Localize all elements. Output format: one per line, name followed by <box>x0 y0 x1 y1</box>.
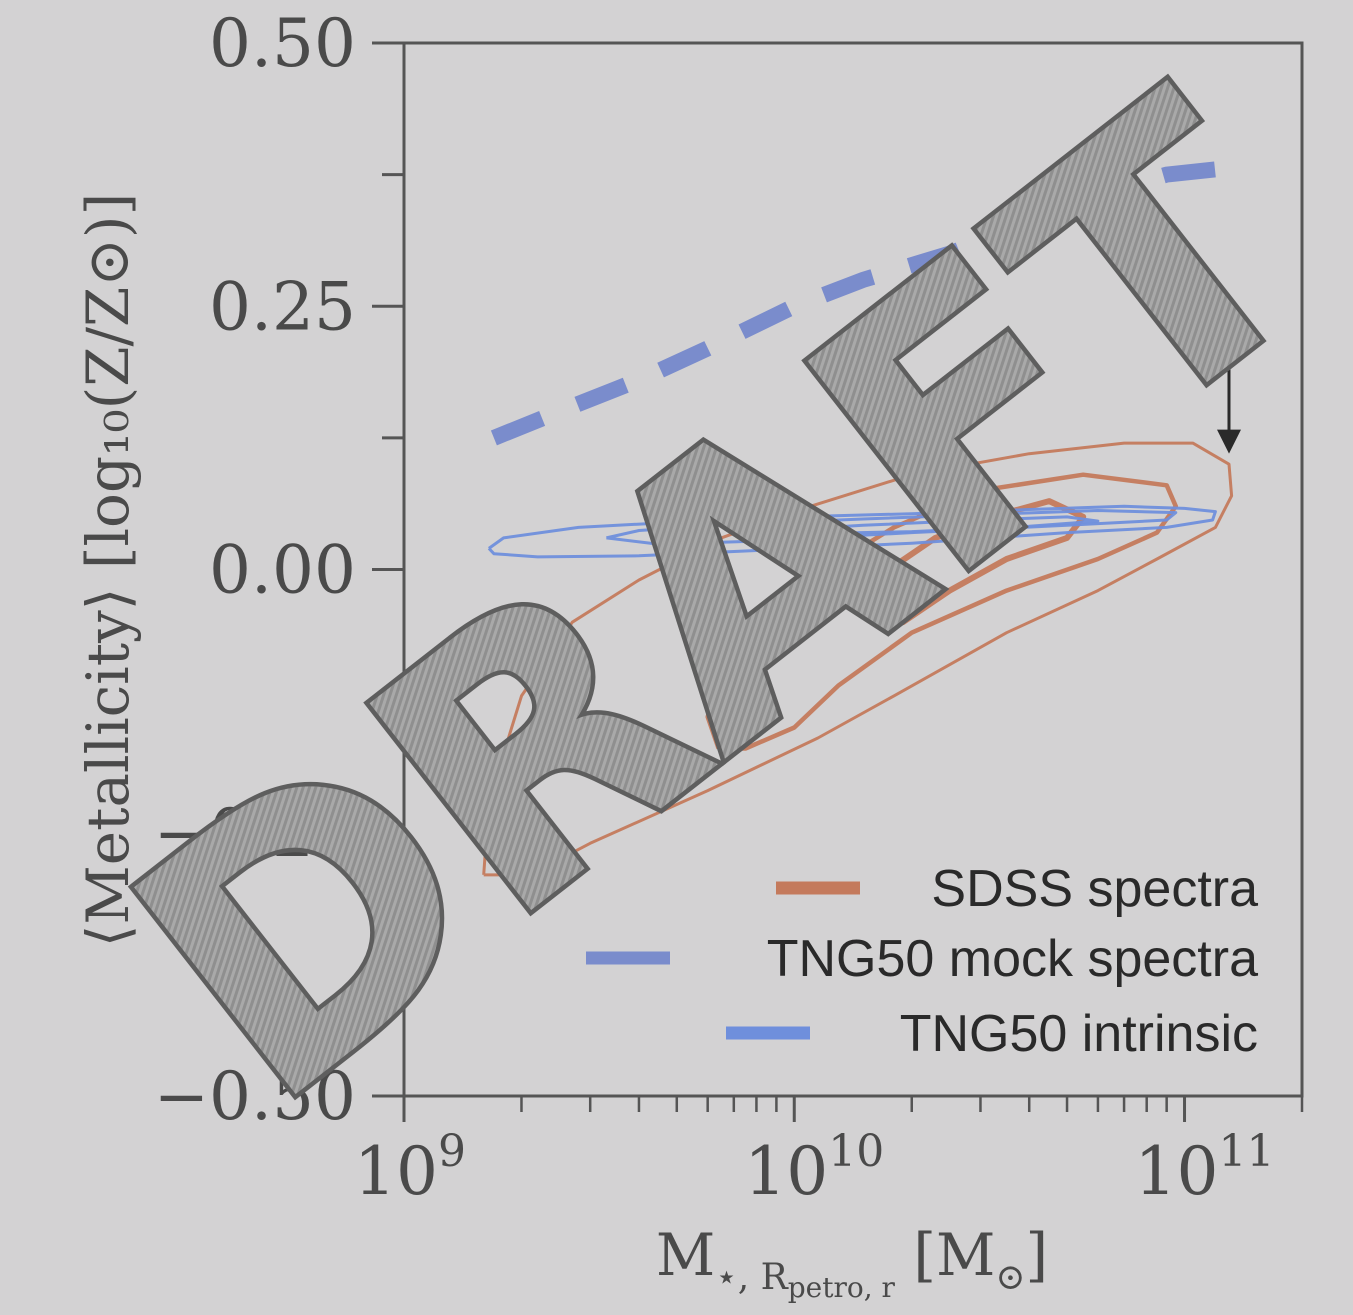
contour-tng50-intrinsic <box>487 504 1217 559</box>
line-tng50-mock-spectra <box>490 161 1217 446</box>
y-tick-label: −0.25 <box>154 795 356 872</box>
y-tick-label: 0.25 <box>209 268 356 345</box>
arrow-head-down <box>1216 429 1241 454</box>
x-tick-label: 1010 <box>744 1126 884 1210</box>
legend-label: TNG50 mock spectra <box>767 930 1258 988</box>
legend-label: SDSS spectra <box>931 860 1258 918</box>
contour-sdss-spectra <box>705 472 1179 751</box>
x-tick-label: 109 <box>354 1126 466 1210</box>
contour-tng50-intrinsic <box>776 515 1100 536</box>
arrow-head-up <box>1216 306 1241 331</box>
y-axis: 0.50 0.25 0.00 −0.25 −0.50 <box>154 5 404 1135</box>
legend-label: TNG50 intrinsic <box>900 1005 1258 1063</box>
contour-sdss-spectra <box>482 441 1234 877</box>
plot-area: 0.50 0.25 0.00 −0.25 −0.50 109 1010 1011 <box>154 5 1304 1210</box>
series-layer <box>482 161 1234 877</box>
legend: SDSS spectra TNG50 mock spectra TNG50 intr… <box>586 860 1258 1063</box>
y-tick-label: 0.00 <box>209 532 356 609</box>
annotation-layer <box>1216 306 1241 454</box>
x-tick-label: 1011 <box>1135 1126 1275 1210</box>
contour-tng50-intrinsic <box>606 509 1178 546</box>
y-tick-label: −0.50 <box>154 1058 356 1135</box>
x-axis-label: M⋆, Rpetro, r [M⊙] <box>656 1221 1048 1304</box>
y-axis-label: ⟨Metallicity⟩ [log₁₀(Z/Z⊙)] <box>74 193 142 947</box>
y-tick-label: 0.50 <box>209 5 356 82</box>
x-axis: 109 1010 1011 <box>354 1096 1304 1210</box>
